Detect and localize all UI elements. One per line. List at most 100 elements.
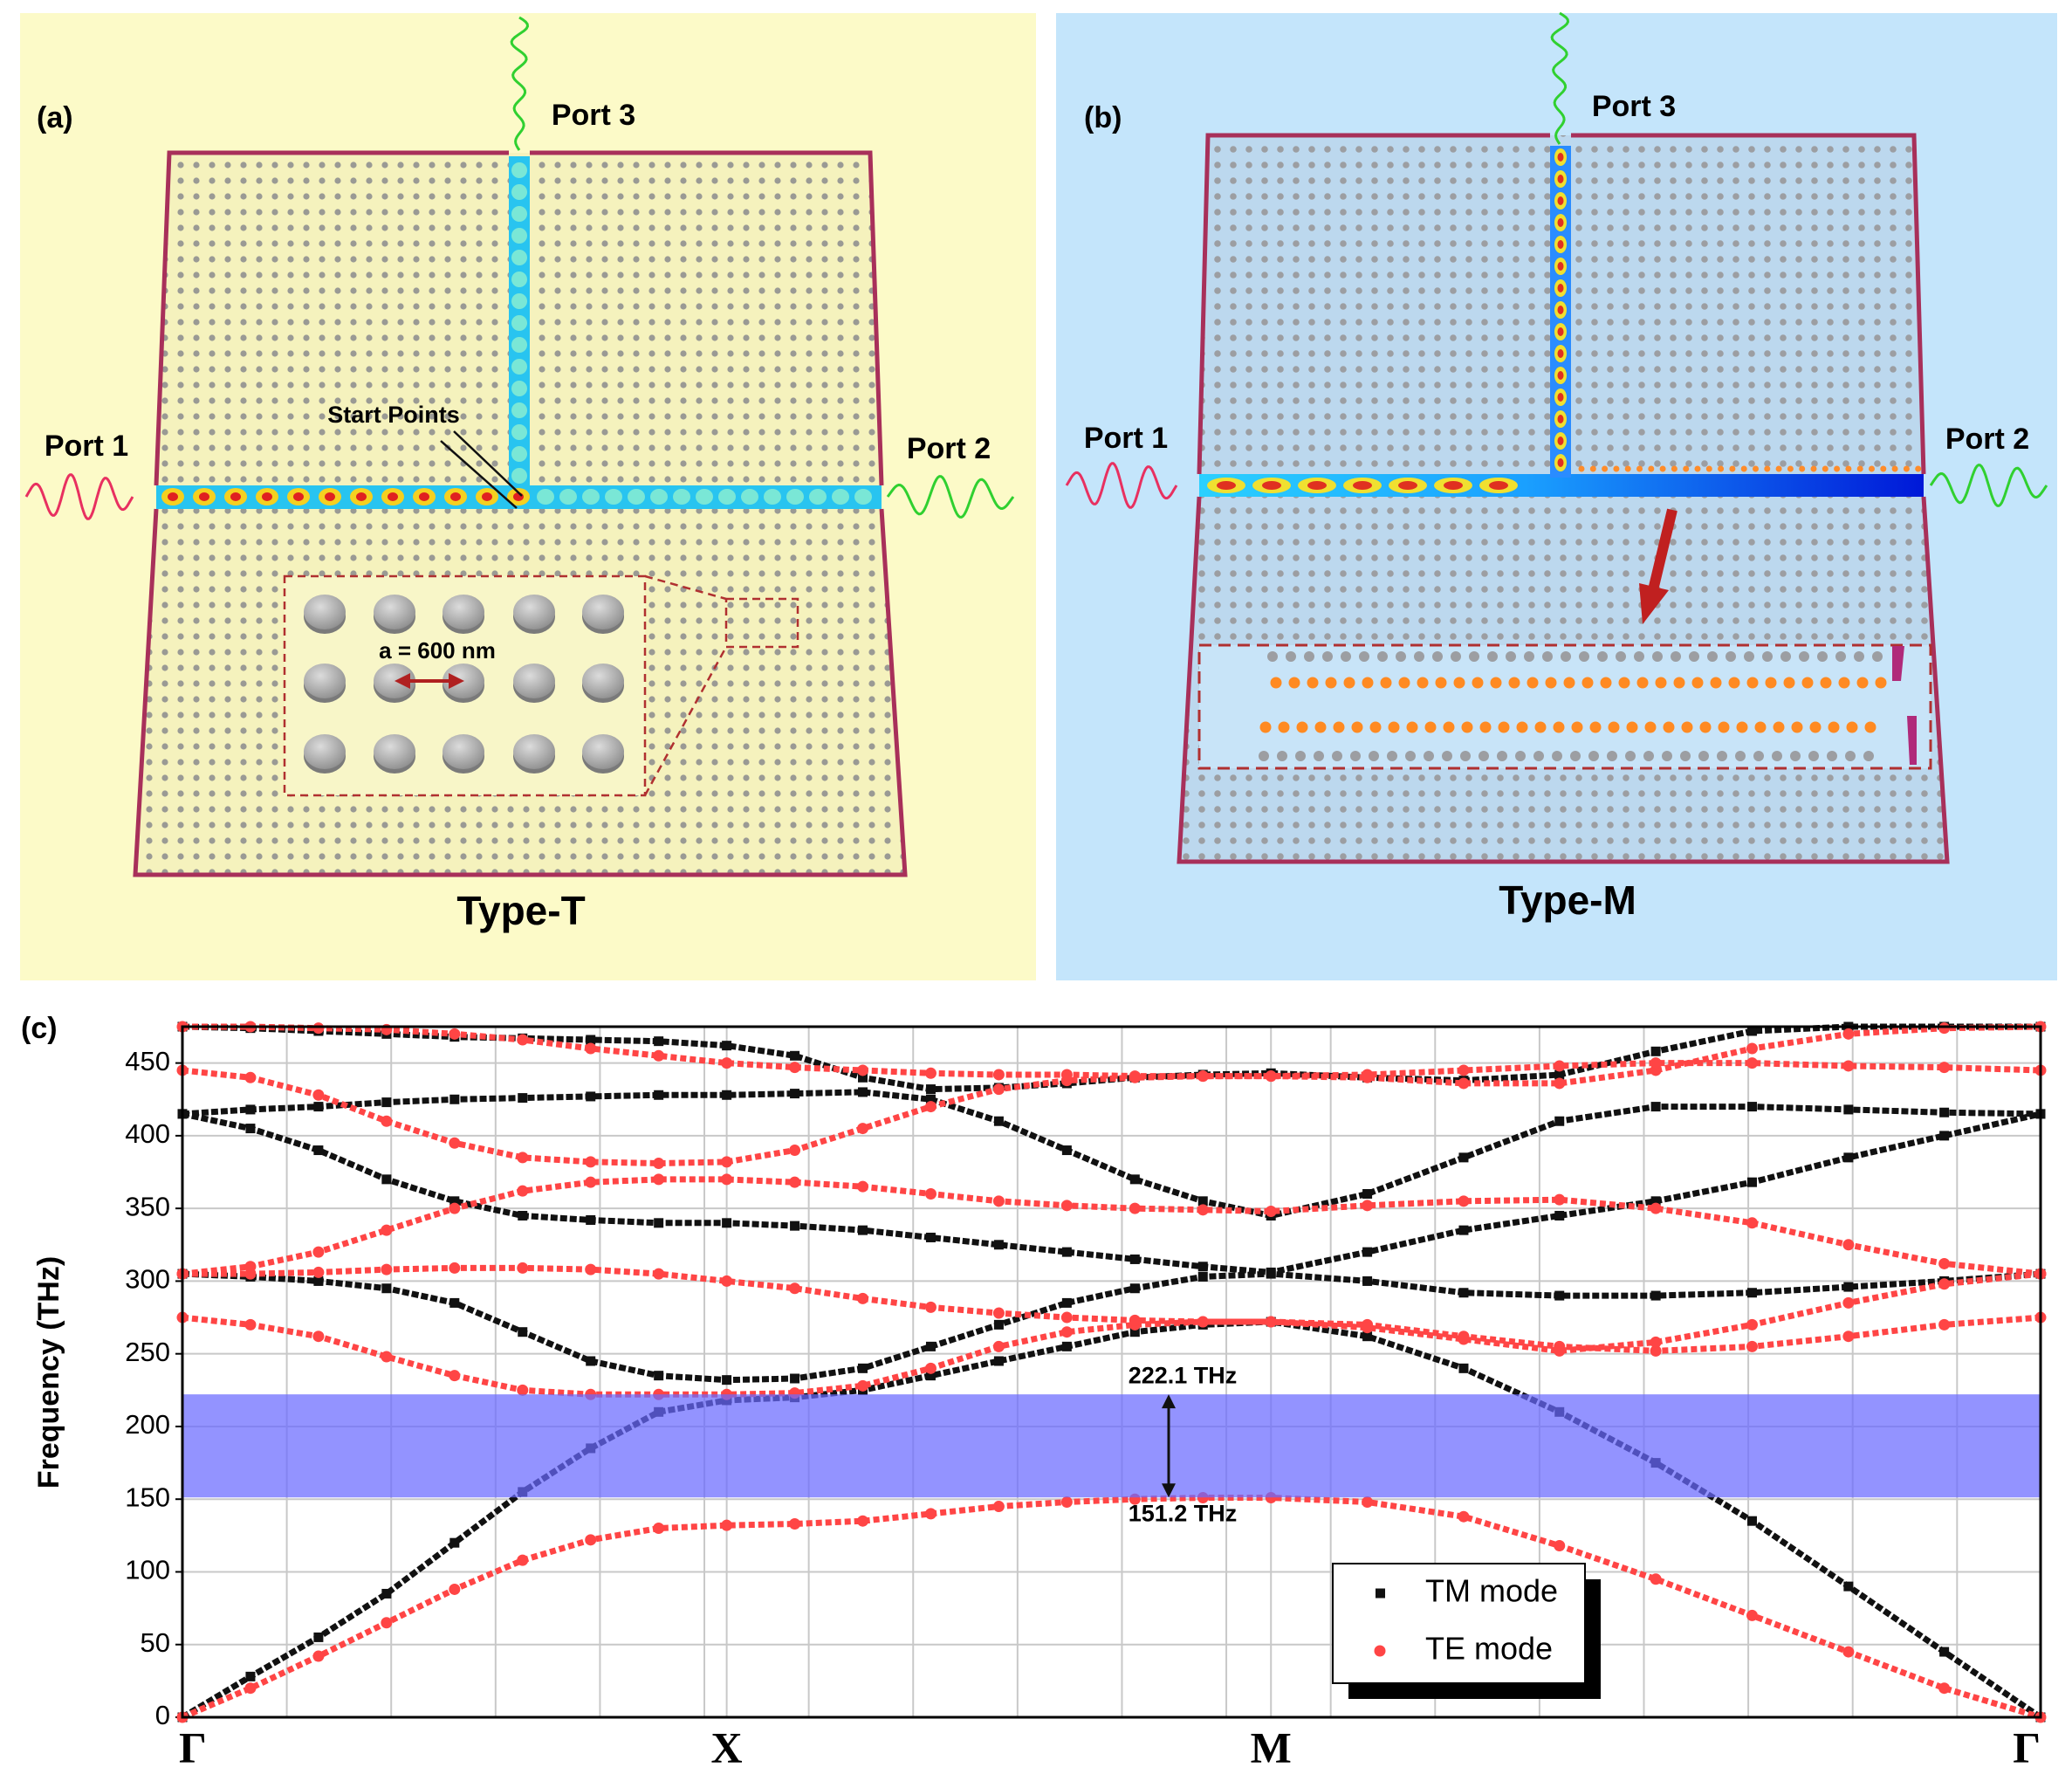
field-spot <box>511 337 527 353</box>
y-tick-label: 0 <box>155 1700 170 1730</box>
tm-point <box>449 1297 460 1308</box>
field-spot <box>854 489 872 505</box>
te-point <box>449 1028 461 1040</box>
orange-rod <box>1545 677 1557 689</box>
field-spot <box>262 492 272 501</box>
orange-rod <box>1618 677 1630 689</box>
rod <box>1744 651 1754 662</box>
orange-rod <box>1278 721 1290 733</box>
tm-point <box>1554 1210 1565 1220</box>
te-point <box>1060 1069 1073 1081</box>
rod <box>1845 751 1856 761</box>
te-point <box>1650 1057 1662 1069</box>
orange-rod <box>1325 677 1337 689</box>
te-point <box>924 1067 937 1079</box>
port-label: Port 1 <box>1084 422 1168 455</box>
rod <box>1799 651 1809 662</box>
y-tick-label: 300 <box>125 1264 170 1295</box>
te-point <box>1458 1333 1470 1345</box>
orange-rod <box>1754 721 1767 733</box>
output-wave <box>1929 464 2048 507</box>
field-spot <box>1557 415 1564 423</box>
tm-point <box>1197 1271 1208 1282</box>
te-point <box>1458 1195 1470 1207</box>
field-spot <box>1557 262 1564 271</box>
rod <box>1863 751 1874 761</box>
zoom-arrow <box>1647 508 1677 595</box>
orange-rod <box>1461 721 1473 733</box>
te-point <box>1938 1257 1951 1269</box>
orange-rod <box>1589 721 1602 733</box>
orange-rod <box>1663 721 1675 733</box>
tm-point <box>993 1116 1004 1126</box>
te-point <box>1842 1239 1855 1251</box>
rod <box>1643 751 1654 761</box>
inset-rods <box>304 595 624 774</box>
tm-point <box>1061 1145 1072 1156</box>
orange-rod <box>1875 677 1887 689</box>
rod <box>1350 751 1361 761</box>
rod <box>1377 651 1388 662</box>
rod <box>1533 751 1544 761</box>
rod <box>1689 651 1699 662</box>
field-spot <box>1557 458 1564 467</box>
rod <box>1561 651 1571 662</box>
tm-point <box>1362 1189 1373 1200</box>
orange-rod <box>1856 465 1863 472</box>
orange-rod <box>1773 721 1785 733</box>
tm-point <box>245 1671 256 1681</box>
te-point <box>1650 1573 1662 1585</box>
orange-rod <box>1307 677 1319 689</box>
orange-rod <box>1699 721 1712 733</box>
rod <box>1359 651 1369 662</box>
x-tick-label: Γ <box>2013 1722 2041 1771</box>
rod <box>443 734 484 769</box>
te-point <box>1938 1022 1951 1035</box>
plate-edge <box>1177 133 1950 864</box>
start-label: Start Points <box>327 402 460 428</box>
te-point <box>1842 1296 1855 1309</box>
rod <box>1717 751 1727 761</box>
field-spot <box>511 315 527 331</box>
rod <box>1707 651 1718 662</box>
rod <box>582 664 624 698</box>
field-spot <box>511 359 527 375</box>
gap-label: 222.1 THz <box>1129 1362 1238 1388</box>
te-point <box>857 1123 869 1135</box>
orange-rod <box>1388 721 1400 733</box>
field-spot <box>696 489 713 505</box>
te-point <box>1938 1278 1951 1290</box>
orange-rod <box>1636 465 1643 472</box>
tm-point <box>381 1097 392 1108</box>
legend-label: TE mode <box>1425 1631 1553 1667</box>
tm-point <box>790 1220 800 1231</box>
orange-rod <box>1435 677 1447 689</box>
y-tick-label: 400 <box>125 1118 170 1149</box>
field-spot <box>511 228 527 244</box>
field-spot <box>419 492 429 501</box>
orange-rod <box>1671 465 1677 472</box>
tm-point <box>790 1373 800 1384</box>
te-point <box>1129 1070 1141 1083</box>
te-point <box>992 1195 1005 1207</box>
field-spot <box>741 489 758 505</box>
field-spot <box>537 489 554 505</box>
te-point <box>1060 1311 1073 1324</box>
te-point <box>857 1379 869 1392</box>
field-spot <box>168 492 178 501</box>
te-point <box>721 1519 733 1531</box>
plot-frame <box>181 1025 2042 1719</box>
rod <box>1872 651 1883 662</box>
te-point <box>857 1180 869 1193</box>
tm-point <box>518 1210 528 1220</box>
orange-rod <box>1424 721 1437 733</box>
field-spot <box>786 489 804 505</box>
te-point <box>789 1176 801 1188</box>
output-wave <box>510 16 530 151</box>
field-spot <box>325 492 335 501</box>
field-spot <box>1489 481 1508 490</box>
field-spot <box>230 492 241 501</box>
tm-point <box>654 1371 664 1381</box>
te-point <box>1129 1314 1141 1326</box>
